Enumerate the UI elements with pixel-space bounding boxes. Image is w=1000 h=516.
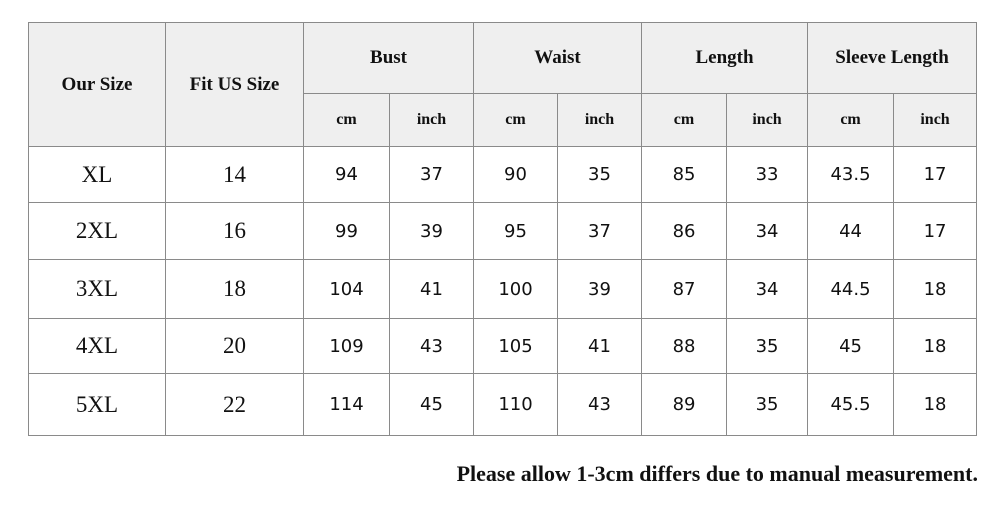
size-table: Our Size Fit US Size Bust Waist Length Sleeve… [28,22,978,436]
cell: 17 [893,202,978,260]
cell: 35 [726,373,809,436]
cell: 41 [556,318,643,374]
cell: 14 [165,146,304,203]
data-row: 3XL 18 104 41 100 39 87 34 44.5 18 [28,259,978,319]
cell: 34 [726,259,809,319]
cell: 110 [473,373,558,436]
data-row: 2XL 16 99 39 95 37 86 34 44 17 [28,202,978,260]
cell: 99 [303,202,390,260]
cell: 87 [641,259,728,319]
cell: 4XL [28,318,166,374]
group-header: Bust [303,22,474,94]
data-row: 5XL 22 114 45 110 43 89 35 45.5 18 [28,373,978,436]
unit-header: cm [473,93,558,147]
group-header: Length [641,22,809,94]
cell: 114 [303,373,390,436]
cell: 37 [556,202,643,260]
note: Please allow 1-3cm differs due to manual… [456,461,978,486]
cell: 35 [556,146,643,203]
cell: 89 [641,373,728,436]
cell: 100 [473,259,558,319]
unit-row: cm inch cm inch cm inch cm inch [29,93,978,147]
cell: 39 [389,202,474,260]
cell: 18 [893,318,978,374]
cell: 18 [165,259,304,319]
cell: 43.5 [807,146,895,203]
cell: 44 [807,202,895,260]
data-row: 4XL 20 109 43 105 41 88 35 45 18 [28,318,978,374]
unit-header: inch [726,93,809,147]
group-header: Waist [472,22,643,94]
cell: 109 [303,318,390,374]
column-header: Fit US Size [165,22,304,147]
cell: 18 [893,373,978,436]
cell: 5XL [28,373,166,436]
cell: 45 [389,373,474,436]
cell: 85 [641,146,728,203]
data-row: XL 14 94 37 90 35 85 33 43.5 17 [28,146,978,203]
cell: 33 [726,146,809,203]
cell: 18 [893,259,978,319]
cell: 41 [389,259,474,319]
cell: 86 [641,202,728,260]
cell: 43 [556,373,643,436]
cell: 45 [807,318,895,374]
cell: 3XL [28,259,166,319]
cell: XL [28,146,166,203]
cell: 105 [473,318,558,374]
cell: 2XL [28,202,166,260]
cell: 20 [165,318,304,374]
cell: 37 [389,146,474,203]
cell: 34 [726,202,809,260]
unit-header: cm [641,93,728,147]
cell: 94 [303,146,390,203]
group-header: Sleeve Length [807,22,978,94]
cell: 35 [726,318,809,374]
cell: 39 [556,259,643,319]
unit-header: inch [389,93,474,147]
cell: 45.5 [807,373,895,436]
cell: 104 [303,259,390,319]
cell: 43 [389,318,474,374]
cell: 44.5 [807,259,895,319]
unit-header: cm [303,93,390,147]
unit-header: cm [807,93,895,147]
cell: 17 [893,146,978,203]
cell: 88 [641,318,728,374]
cell: 22 [165,373,304,436]
cell: 90 [473,146,558,203]
cell: 95 [473,202,558,260]
cell: 16 [165,202,304,260]
column-header: Our Size [28,22,166,147]
header-row: Our Size Fit US Size Bust Waist Length Sleeve… [28,22,978,147]
unit-header: inch [893,93,978,147]
unit-header: inch [556,93,643,147]
